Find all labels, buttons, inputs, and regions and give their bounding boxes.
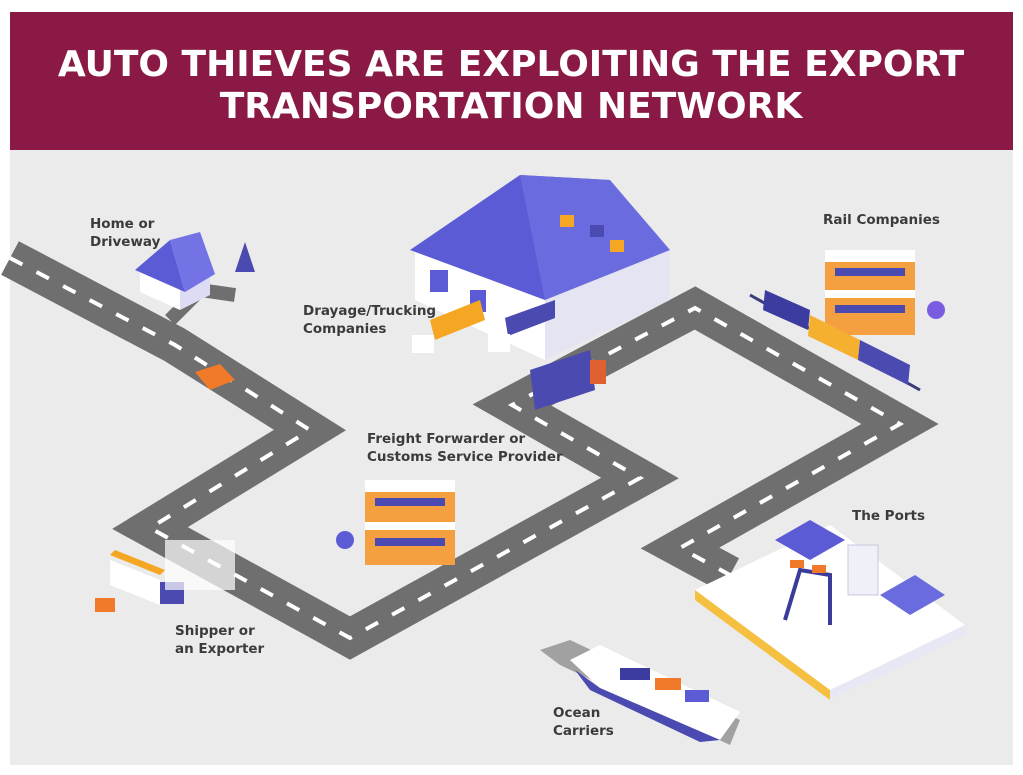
node-label: Driveway	[90, 234, 161, 250]
title-line: TRANSPORTATION NETWORK	[220, 86, 804, 127]
node-label: an Exporter	[175, 641, 265, 657]
trucks	[195, 300, 606, 410]
node-label: The Ports	[852, 508, 925, 524]
node-label: Ocean	[553, 705, 600, 721]
road-dashes	[9, 256, 905, 641]
node-label: Freight Forwarder or	[367, 431, 526, 447]
header-band	[10, 12, 1013, 150]
title-line: AUTO THIEVES ARE EXPLOITING THE EXPORT	[58, 44, 965, 85]
forwarder-building	[336, 480, 455, 565]
house	[135, 232, 255, 310]
node-label: Carriers	[553, 723, 614, 739]
node-label: Shipper or	[175, 623, 255, 639]
port	[695, 520, 965, 700]
node-label: Drayage/Trucking	[303, 303, 436, 319]
ship	[540, 640, 740, 745]
node-label: Home or	[90, 216, 155, 232]
rail-building	[825, 250, 945, 335]
node-label: Rail Companies	[823, 212, 940, 228]
train	[749, 290, 921, 392]
node-label: Customs Service Provider	[367, 449, 563, 465]
shipper	[95, 540, 235, 612]
node-label: Companies	[303, 321, 386, 337]
